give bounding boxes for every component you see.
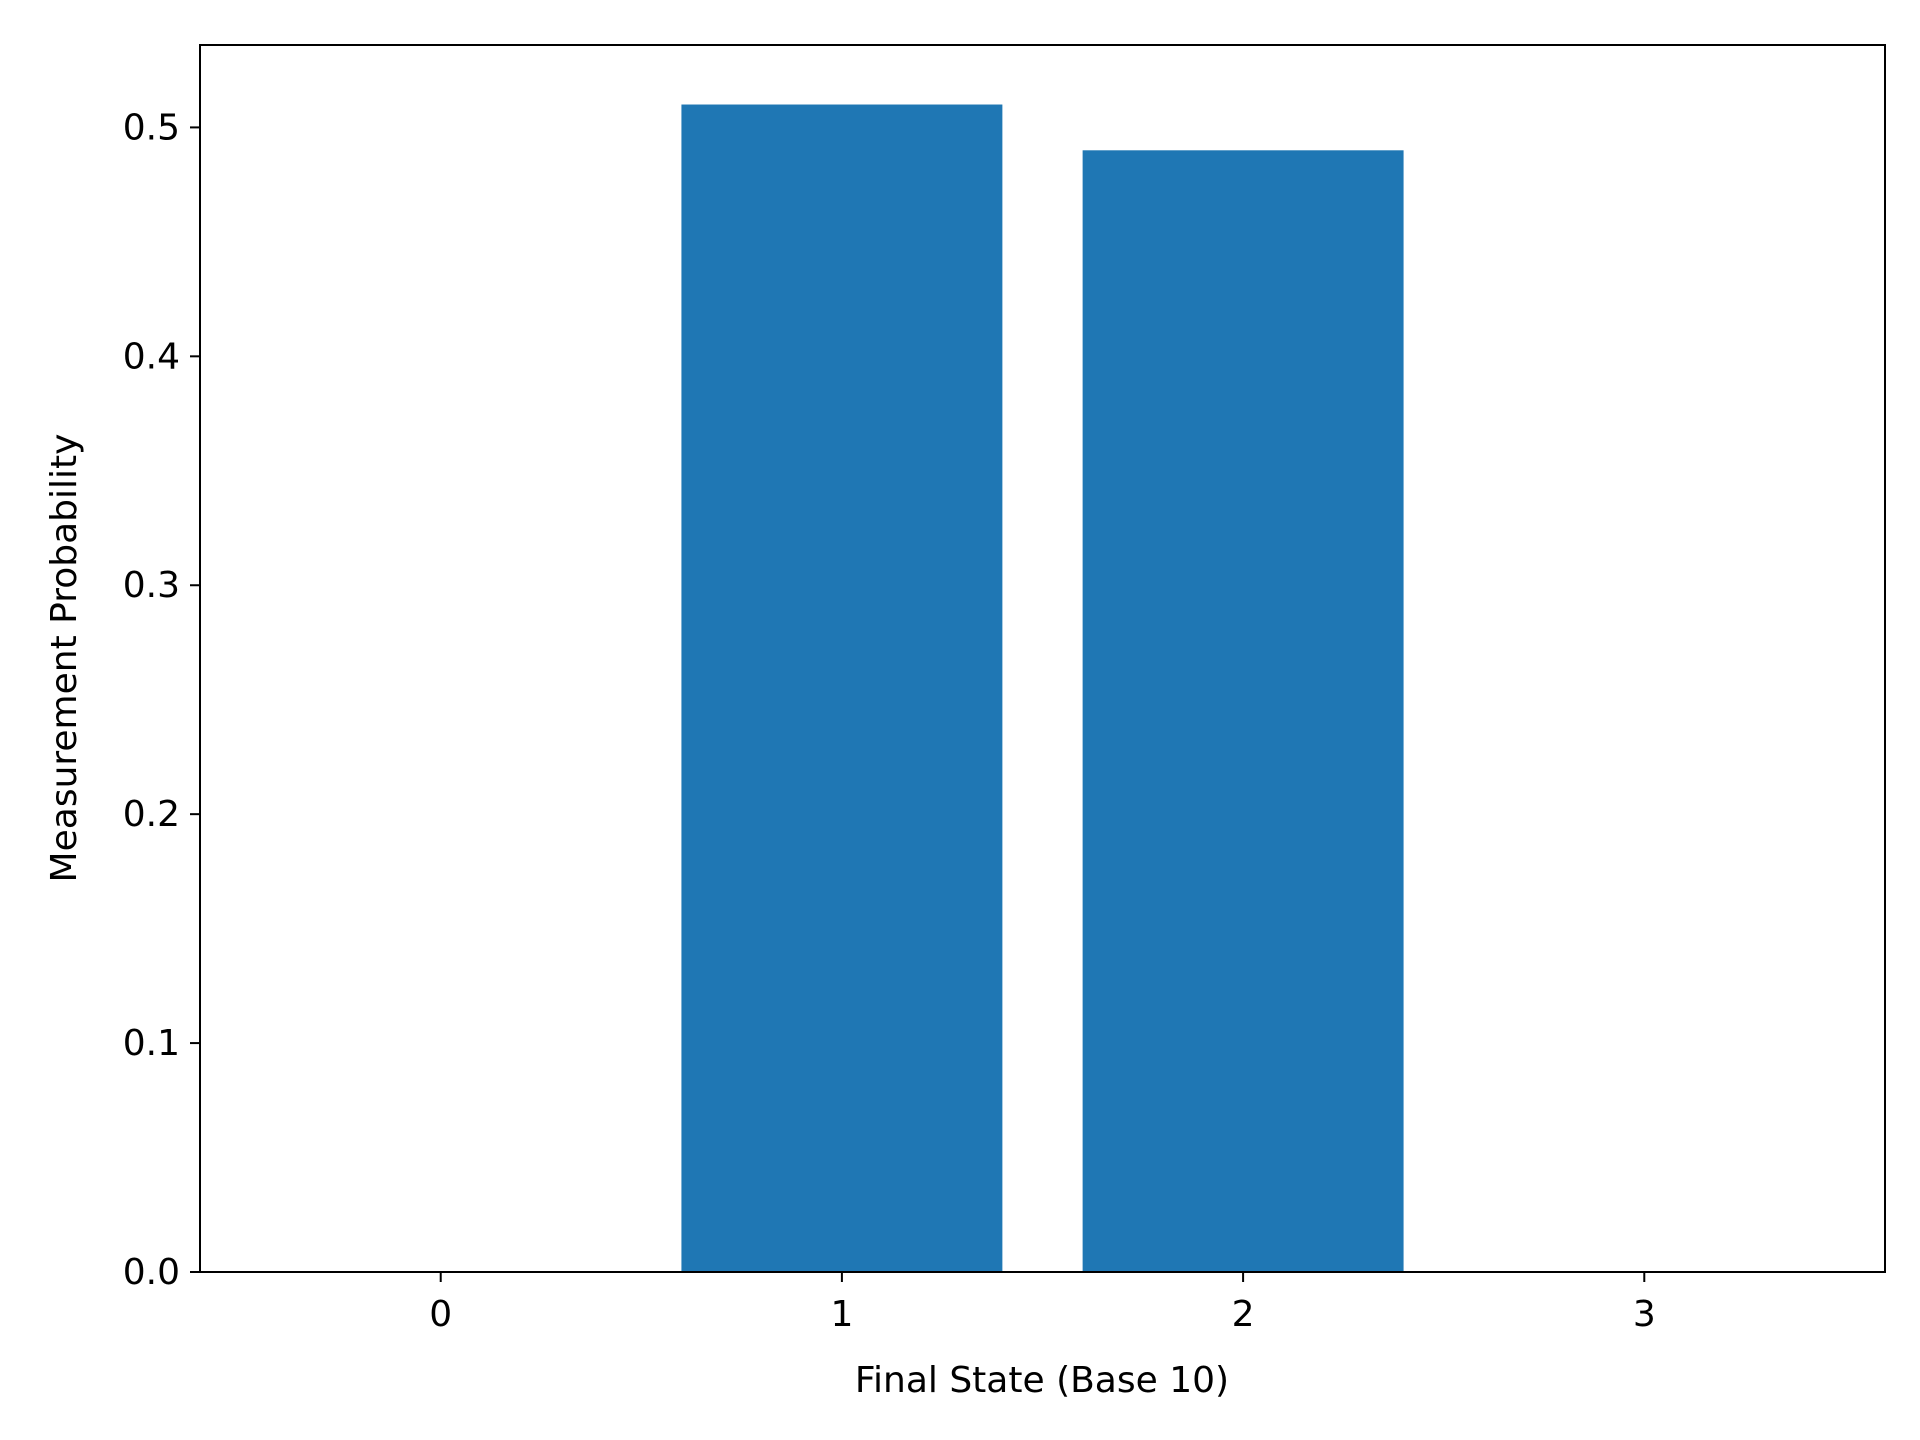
x-tick-label: 0 [429,1294,452,1335]
y-tick-label: 0.1 [123,1023,180,1064]
bar-2 [1082,150,1404,1272]
y-tick-label: 0.4 [123,336,180,377]
y-axis-ticks: 0.0 0.1 0.2 0.3 0.4 0.5 [123,107,200,1293]
bars-group [681,104,1404,1272]
x-tick-label: 2 [1232,1294,1255,1335]
y-tick-label: 0.5 [123,107,180,148]
x-tick-label: 3 [1633,1294,1656,1335]
x-axis-label: Final State (Base 10) [855,1360,1229,1401]
x-axis-ticks: 0 1 2 3 [429,1272,1656,1335]
y-axis-label: Measurement Probability [44,434,85,883]
plot-frame [199,44,1886,1273]
y-tick-label: 0.2 [123,794,180,835]
y-tick-label: 0.0 [123,1252,180,1293]
bar-1 [681,104,1003,1272]
x-tick-label: 1 [830,1294,853,1335]
y-tick-label: 0.3 [123,565,180,606]
